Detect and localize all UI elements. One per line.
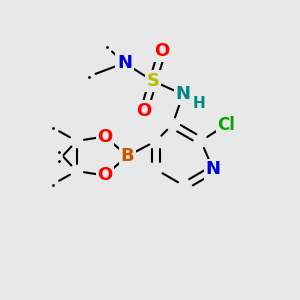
Text: S: S	[146, 72, 160, 90]
Text: O: O	[98, 128, 112, 146]
Text: N: N	[176, 85, 190, 103]
Text: O: O	[98, 167, 112, 184]
Text: B: B	[121, 147, 134, 165]
Text: O: O	[154, 42, 169, 60]
Text: N: N	[117, 54, 132, 72]
Text: N: N	[206, 160, 220, 178]
Text: H: H	[193, 96, 206, 111]
Text: Cl: Cl	[218, 116, 236, 134]
Text: O: O	[136, 102, 152, 120]
